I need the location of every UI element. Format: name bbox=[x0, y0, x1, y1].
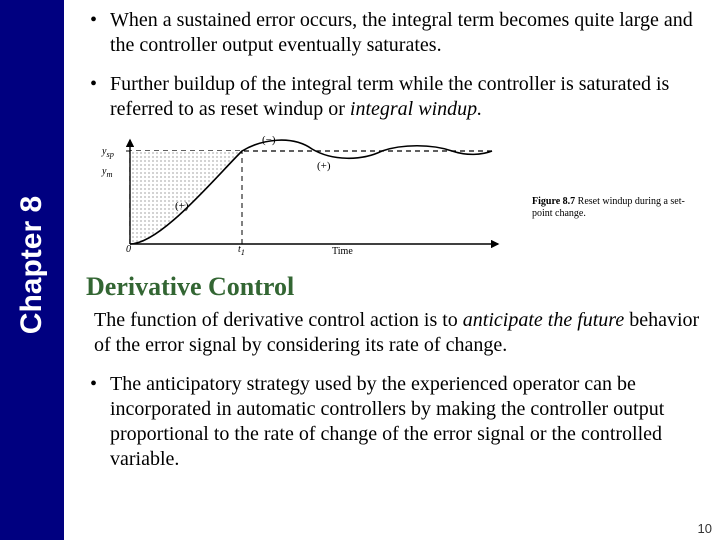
sidebar-chapter-block: Chapter 8 bbox=[0, 155, 64, 375]
svg-text:(+): (+) bbox=[175, 200, 189, 212]
p1-em: anticipate the future bbox=[463, 309, 624, 331]
bullet-1-text: When a sustained error occurs, the integ… bbox=[110, 9, 693, 56]
bullet-2-em: integral windup. bbox=[350, 98, 482, 120]
bullet-3: The anticipatory strategy used by the ex… bbox=[80, 372, 716, 472]
slide-content: When a sustained error occurs, the integ… bbox=[64, 0, 720, 540]
bullet-3-text: The anticipatory strategy used by the ex… bbox=[110, 373, 664, 470]
page-number: 10 bbox=[698, 521, 712, 536]
svg-text:(+): (+) bbox=[317, 160, 331, 172]
figure-reset-windup: (+) (−) (+) ysp ym 0 t1 Time Figure 8.7 Re… bbox=[92, 136, 702, 266]
chapter-label: Chapter 8 bbox=[15, 196, 49, 334]
figure-caption: Figure 8.7 Reset windup during a set-poi… bbox=[532, 196, 702, 220]
windup-plot: (+) (−) (+) bbox=[92, 136, 512, 256]
p1-pre: The function of derivative control actio… bbox=[94, 309, 463, 331]
x-t1-label: t1 bbox=[238, 244, 245, 257]
x-origin-label: 0 bbox=[126, 244, 131, 255]
x-axis-label: Time bbox=[332, 246, 353, 257]
y-m-label: ym bbox=[102, 166, 112, 179]
sidebar-top-block bbox=[0, 0, 64, 155]
section-heading: Derivative Control bbox=[86, 272, 716, 302]
sidebar-bottom-block bbox=[0, 375, 64, 540]
bullet-1: When a sustained error occurs, the integ… bbox=[80, 8, 716, 58]
svg-text:(−): (−) bbox=[262, 136, 276, 146]
y-sp-label: ysp bbox=[102, 146, 114, 159]
derivative-intro: The function of derivative control actio… bbox=[94, 308, 716, 358]
bullet-2: Further buildup of the integral term whi… bbox=[80, 72, 716, 122]
